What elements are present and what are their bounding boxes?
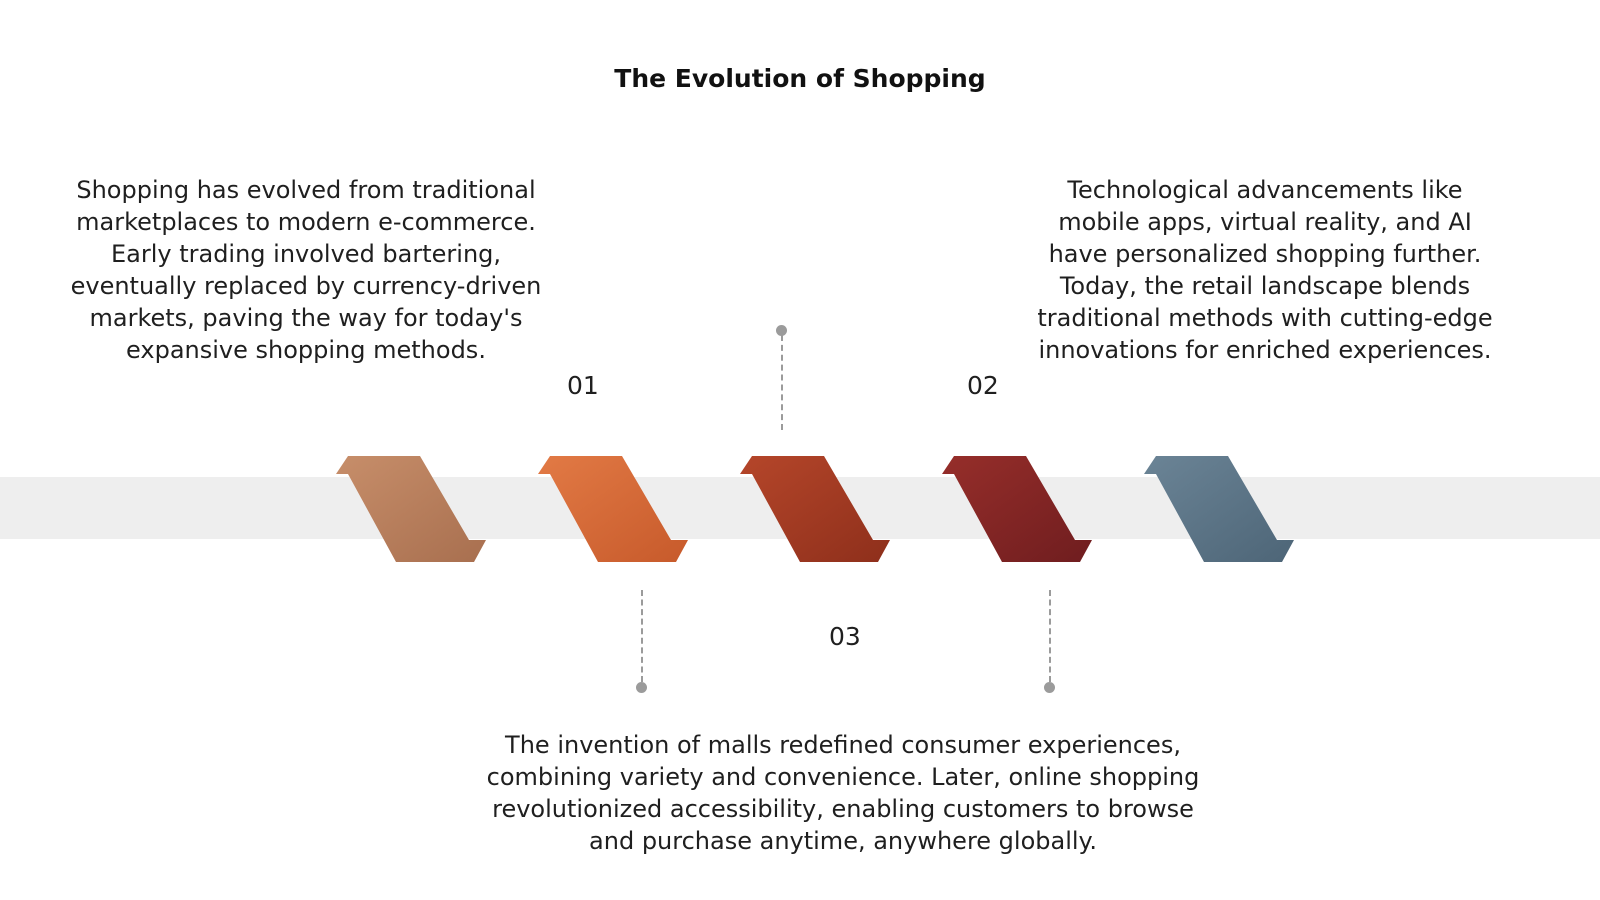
- connector-top: [776, 325, 788, 430]
- connector-bottom-left: [636, 590, 648, 695]
- stage-02-description: Technological advancements like mobile a…: [1037, 176, 1493, 364]
- stage-number-02: 02: [967, 371, 999, 400]
- chevron-4: [942, 456, 1092, 562]
- connector-dot: [636, 682, 647, 693]
- chevron-shape: [538, 456, 688, 562]
- chevron-5: [1144, 456, 1294, 562]
- connector-dot: [1044, 682, 1055, 693]
- stage-number-03: 03: [829, 622, 861, 651]
- chevron-3: [740, 456, 890, 562]
- chevron-shape: [336, 456, 486, 562]
- stage-number-01: 01: [567, 371, 599, 400]
- connector-line: [1049, 590, 1051, 682]
- chevron-2: [538, 456, 688, 562]
- connector-dot: [776, 325, 787, 336]
- stage-01-description: Shopping has evolved from traditional ma…: [70, 176, 542, 364]
- chevron-shape: [740, 456, 890, 562]
- diagram-title: The Evolution of Shopping: [614, 64, 986, 93]
- chevron-shape: [1144, 456, 1294, 562]
- chevron-1: [336, 456, 486, 562]
- stage-03-description: The invention of malls redefined consume…: [486, 731, 1200, 855]
- chevron-shape: [942, 456, 1092, 562]
- connector-line: [641, 590, 643, 682]
- connector-bottom-right: [1044, 590, 1056, 695]
- connector-line: [781, 335, 783, 430]
